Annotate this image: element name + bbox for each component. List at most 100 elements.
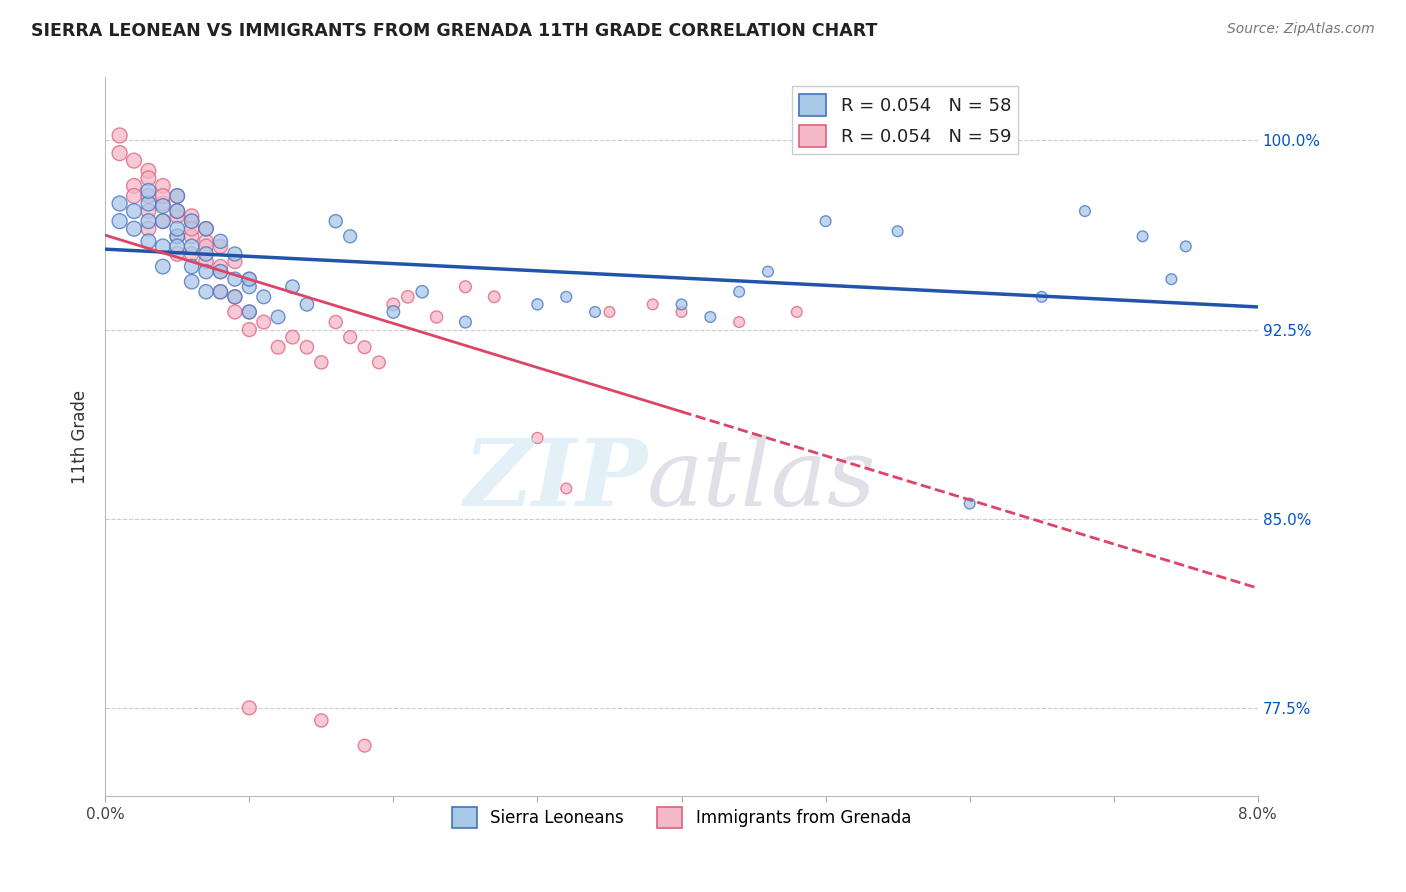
Point — [166, 221, 188, 235]
Point — [138, 221, 160, 235]
Point — [180, 221, 202, 235]
Point — [454, 279, 477, 293]
Point — [195, 221, 218, 235]
Point — [339, 330, 361, 344]
Point — [224, 305, 246, 319]
Point — [353, 739, 375, 753]
Point — [209, 260, 232, 274]
Point — [152, 178, 174, 193]
Point — [138, 171, 160, 186]
Point — [209, 264, 232, 278]
Point — [238, 279, 260, 293]
Point — [526, 431, 548, 445]
Point — [886, 224, 908, 238]
Point — [814, 214, 837, 228]
Point — [138, 204, 160, 219]
Point — [224, 290, 246, 304]
Point — [671, 297, 693, 311]
Point — [1132, 229, 1154, 244]
Point — [152, 260, 174, 274]
Point — [180, 214, 202, 228]
Point — [195, 247, 218, 261]
Point — [368, 355, 391, 369]
Point — [396, 290, 419, 304]
Point — [122, 189, 145, 203]
Point — [1174, 239, 1197, 253]
Point — [122, 178, 145, 193]
Y-axis label: 11th Grade: 11th Grade — [72, 390, 89, 483]
Point — [325, 315, 347, 329]
Point — [166, 239, 188, 253]
Point — [152, 189, 174, 203]
Point — [152, 199, 174, 213]
Point — [138, 189, 160, 203]
Text: atlas: atlas — [647, 435, 876, 524]
Point — [180, 247, 202, 261]
Point — [382, 305, 405, 319]
Text: SIERRA LEONEAN VS IMMIGRANTS FROM GRENADA 11TH GRADE CORRELATION CHART: SIERRA LEONEAN VS IMMIGRANTS FROM GRENAD… — [31, 22, 877, 40]
Point — [224, 247, 246, 261]
Point — [166, 189, 188, 203]
Point — [122, 204, 145, 219]
Point — [728, 285, 751, 299]
Point — [238, 272, 260, 286]
Point — [756, 264, 779, 278]
Point — [209, 285, 232, 299]
Point — [238, 272, 260, 286]
Point — [195, 254, 218, 268]
Point — [526, 297, 548, 311]
Point — [295, 340, 318, 354]
Point — [555, 290, 578, 304]
Point — [1031, 290, 1053, 304]
Point — [108, 214, 131, 228]
Point — [108, 146, 131, 161]
Point — [166, 209, 188, 223]
Point — [224, 272, 246, 286]
Point — [166, 204, 188, 219]
Point — [454, 315, 477, 329]
Point — [209, 235, 232, 249]
Text: ZIP: ZIP — [463, 435, 647, 524]
Point — [152, 196, 174, 211]
Point — [195, 264, 218, 278]
Point — [325, 214, 347, 228]
Legend: Sierra Leoneans, Immigrants from Grenada: Sierra Leoneans, Immigrants from Grenada — [446, 801, 918, 835]
Point — [786, 305, 808, 319]
Point — [382, 297, 405, 311]
Point — [166, 189, 188, 203]
Point — [311, 714, 333, 728]
Point — [180, 229, 202, 244]
Point — [598, 305, 620, 319]
Point — [195, 285, 218, 299]
Point — [138, 214, 160, 228]
Point — [108, 128, 131, 143]
Point — [699, 310, 721, 324]
Point — [122, 153, 145, 168]
Point — [180, 239, 202, 253]
Point — [1160, 272, 1182, 286]
Point — [138, 196, 160, 211]
Point — [224, 290, 246, 304]
Point — [238, 701, 260, 715]
Point — [138, 163, 160, 178]
Point — [295, 297, 318, 311]
Point — [353, 340, 375, 354]
Point — [281, 330, 304, 344]
Text: Source: ZipAtlas.com: Source: ZipAtlas.com — [1227, 22, 1375, 37]
Point — [959, 497, 981, 511]
Point — [484, 290, 506, 304]
Point — [209, 239, 232, 253]
Point — [180, 275, 202, 289]
Point — [138, 235, 160, 249]
Point — [671, 305, 693, 319]
Point — [122, 221, 145, 235]
Point — [238, 323, 260, 337]
Point — [267, 340, 290, 354]
Point — [583, 305, 606, 319]
Point — [1074, 204, 1097, 219]
Point — [166, 229, 188, 244]
Point — [166, 204, 188, 219]
Point — [180, 260, 202, 274]
Point — [166, 229, 188, 244]
Point — [209, 285, 232, 299]
